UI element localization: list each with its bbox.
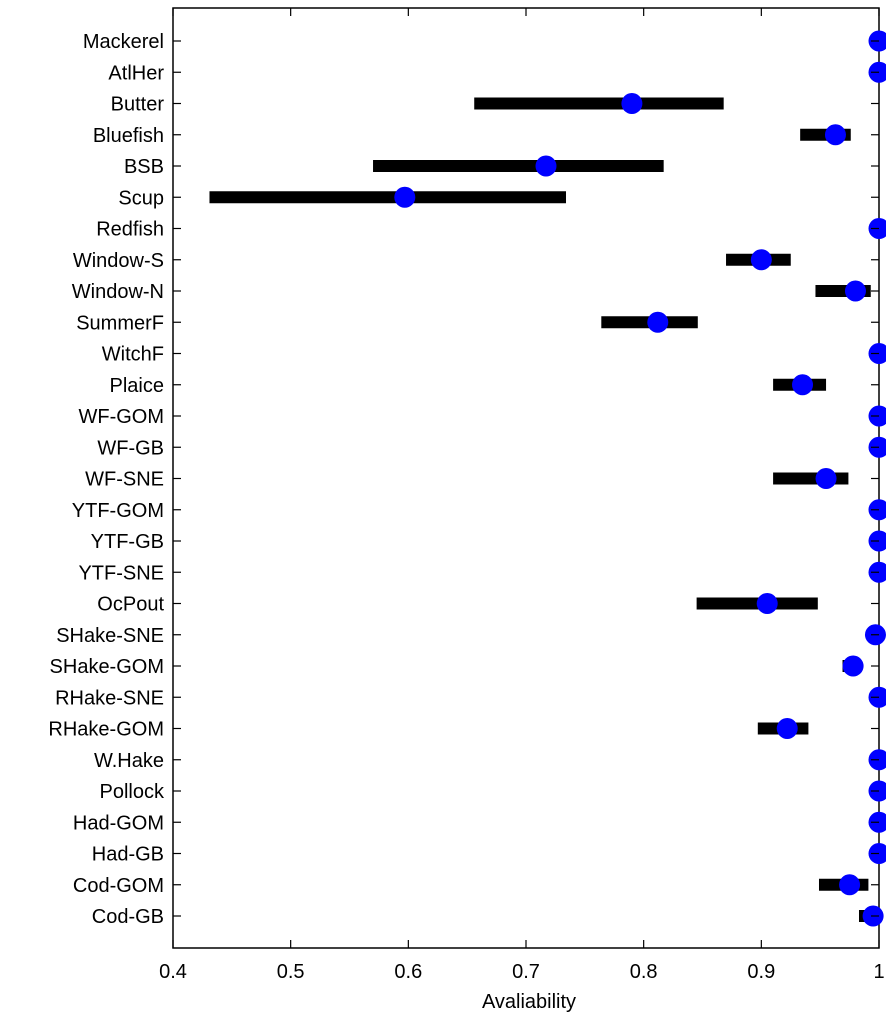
category-label: Cod-GB (92, 906, 164, 928)
value-marker (394, 187, 415, 208)
value-marker (843, 656, 864, 677)
category-label: Cod-GOM (73, 875, 164, 897)
category-label: AtlHer (108, 62, 164, 84)
x-tick-label: 0.4 (159, 961, 187, 983)
category-label: SHake-GOM (50, 656, 164, 678)
category-label: RHake-GOM (48, 719, 164, 741)
range-bars (209, 98, 879, 923)
value-marker (845, 281, 866, 302)
category-label: WF-GOM (78, 406, 164, 428)
category-label: Had-GB (92, 844, 164, 866)
value-marker (757, 593, 778, 614)
x-tick-label: 0.5 (277, 961, 305, 983)
category-label: Pollock (100, 781, 165, 803)
category-label: WitchF (102, 344, 164, 366)
x-tick-label: 0.8 (630, 961, 658, 983)
category-label: YTF-SNE (78, 562, 164, 584)
value-marker (621, 93, 642, 114)
x-tick-label: 0.6 (394, 961, 422, 983)
value-marker (816, 468, 837, 489)
category-label: Bluefish (93, 125, 164, 147)
value-marker (751, 249, 772, 270)
category-label: SummerF (76, 312, 164, 334)
range-bar (373, 160, 664, 172)
range-bar (474, 98, 723, 110)
category-label: SHake-SNE (56, 625, 164, 647)
category-label: Butter (111, 94, 165, 116)
value-marker (839, 874, 860, 895)
value-marker (792, 374, 813, 395)
range-bar (773, 473, 848, 485)
x-tick-label: 0.9 (747, 961, 775, 983)
category-label: Window-S (73, 250, 164, 272)
category-label: Plaice (110, 375, 164, 397)
category-label: Redfish (96, 219, 164, 241)
category-label: WF-SNE (85, 469, 164, 491)
category-label: Scup (118, 187, 164, 209)
x-axis-ticks: 0.4 0.5 0.6 0.7 0.8 0.9 1 (159, 8, 884, 983)
category-label: OcPout (97, 594, 164, 616)
category-label: WF-GB (97, 437, 164, 459)
category-label: Window-N (72, 281, 164, 303)
x-tick-label: 1 (873, 961, 884, 983)
category-label: YTF-GB (91, 531, 164, 553)
value-marker (777, 718, 798, 739)
value-marker (825, 124, 846, 145)
value-marker (536, 156, 557, 177)
category-label: W.Hake (94, 750, 164, 772)
x-axis-label: Avaliability (482, 991, 576, 1013)
category-label: YTF-GOM (72, 500, 164, 522)
x-tick-label: 0.7 (512, 961, 540, 983)
category-label: RHake-SNE (55, 687, 164, 709)
range-bar (209, 191, 566, 203)
category-label: Mackerel (83, 31, 164, 53)
category-label: BSB (124, 156, 164, 178)
category-label: Had-GOM (73, 812, 164, 834)
value-marker (647, 312, 668, 333)
